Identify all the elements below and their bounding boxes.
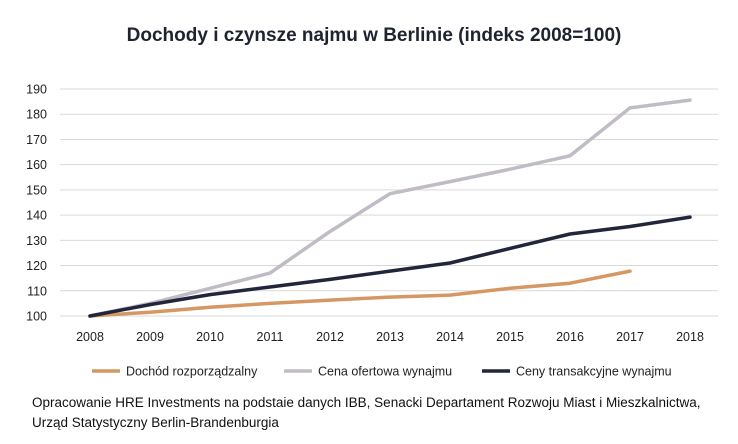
x-tick-label: 2010 <box>196 330 224 344</box>
series-line-2 <box>88 98 692 318</box>
y-tick-label: 120 <box>26 259 47 273</box>
legend: Dochód rozporządzalny Cena ofertowa wynaj… <box>92 365 672 379</box>
legend-label-1: Dochód rozporządzalny <box>126 365 258 379</box>
legend-label-3: Ceny transakcyjne wynajmu <box>516 365 672 379</box>
series-lines <box>88 98 692 318</box>
y-tick-label: 180 <box>26 108 47 122</box>
x-tick-label: 2008 <box>76 330 104 344</box>
x-tick-label: 2015 <box>496 330 524 344</box>
y-tick-label: 160 <box>26 158 47 172</box>
y-tick-label: 110 <box>27 284 47 298</box>
x-tick-label: 2013 <box>376 330 404 344</box>
y-tick-label: 150 <box>26 183 47 197</box>
x-tick-label: 2017 <box>616 330 644 344</box>
series-line-1 <box>88 269 632 318</box>
legend-label-2: Cena ofertowa wynajmu <box>318 365 452 379</box>
y-tick-label: 170 <box>26 133 47 147</box>
x-tick-label: 2012 <box>316 330 344 344</box>
y-tick-label: 140 <box>26 209 47 223</box>
x-tick-label: 2014 <box>436 330 464 344</box>
x-tick-label: 2018 <box>676 330 704 344</box>
y-axis-ticks: 100 110 120 130 140 150 160 170 180 190 <box>26 83 47 324</box>
y-tick-label: 100 <box>26 310 47 324</box>
y-tick-label: 130 <box>26 234 47 248</box>
x-tick-label: 2009 <box>136 330 164 344</box>
source-note: Opracowanie HRE Investments na podstaie … <box>32 395 701 430</box>
x-tick-label: 2016 <box>556 330 584 344</box>
chart-title: Dochody i czynsze najmu w Berlinie (inde… <box>127 25 622 46</box>
line-chart: Dochody i czynsze najmu w Berlinie (inde… <box>26 25 718 379</box>
x-tick-label: 2011 <box>257 330 284 344</box>
y-tick-label: 190 <box>26 83 47 97</box>
x-axis-ticks: 2008 2009 2010 2011 2012 2013 2014 2015 2016 2017… <box>76 330 704 344</box>
series-line-3 <box>88 215 692 318</box>
gridlines <box>60 88 718 317</box>
